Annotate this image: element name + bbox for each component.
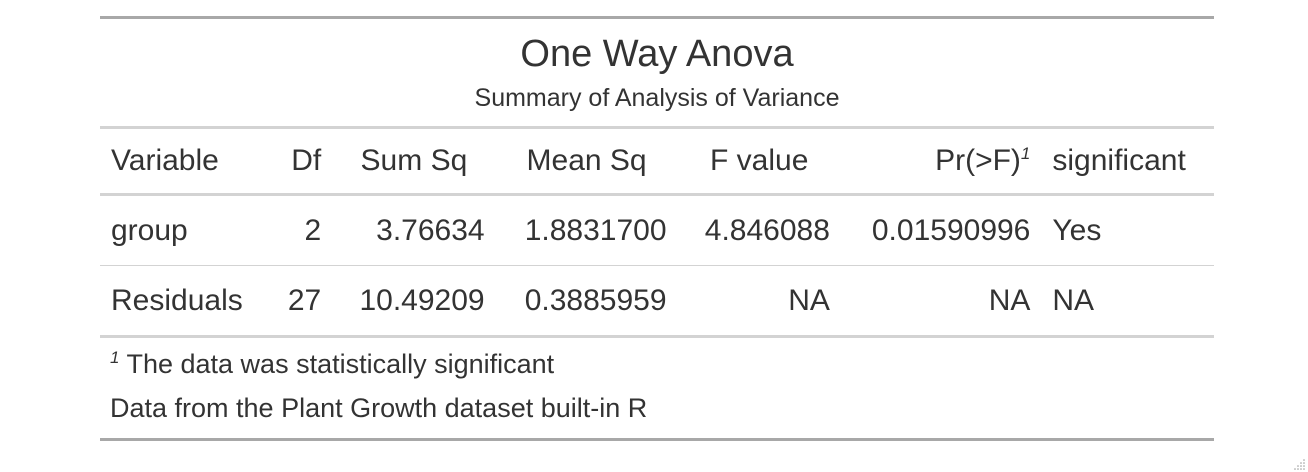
cell-df: 27 xyxy=(270,265,333,338)
cell-f-value: 4.846088 xyxy=(677,194,841,266)
resize-grip-icon[interactable] xyxy=(1292,456,1306,470)
column-header-row: Variable Df Sum Sq Mean Sq F value Pr(>F… xyxy=(100,129,1214,196)
cell-pr-f: 0.01590996 xyxy=(840,194,1042,266)
source-note: Data from the Plant Growth dataset built… xyxy=(110,393,648,423)
anova-results-table: Variable Df Sum Sq Mean Sq F value Pr(>F… xyxy=(100,129,1214,338)
footnote: 1 The data was statistically significant xyxy=(110,342,1204,386)
cell-sum-sq: 3.76634 xyxy=(332,194,496,266)
anova-table: One Way Anova Summary of Analysis of Var… xyxy=(100,16,1214,441)
column-header-f-value: F value xyxy=(677,129,841,196)
table-subtitle: Summary of Analysis of Variance xyxy=(474,84,840,112)
column-header-variable: Variable xyxy=(100,129,271,196)
column-header-pr-f: Pr(>F)1 xyxy=(840,129,1042,196)
footnote-text: The data was statistically significant xyxy=(126,349,555,379)
cell-significant: Yes xyxy=(1041,194,1214,266)
table-footnotes: 1 The data was statistically significant… xyxy=(100,338,1214,438)
footnote-marker: 1 xyxy=(110,348,120,367)
column-header-sum-sq: Sum Sq xyxy=(332,129,496,196)
cell-variable: group xyxy=(100,194,271,266)
cell-df: 2 xyxy=(270,194,333,266)
cell-mean-sq: 0.3885959 xyxy=(495,265,678,338)
table-header: One Way Anova Summary of Analysis of Var… xyxy=(100,19,1214,129)
column-header-mean-sq: Mean Sq xyxy=(495,129,678,196)
column-header-significant: significant xyxy=(1041,129,1214,196)
table-row: group 2 3.76634 1.8831700 4.846088 0.015… xyxy=(100,194,1214,266)
cell-variable: Residuals xyxy=(100,265,271,338)
table-title: One Way Anova xyxy=(520,33,794,75)
cell-significant: NA xyxy=(1041,265,1214,338)
cell-pr-f: NA xyxy=(840,265,1042,338)
cell-f-value: NA xyxy=(677,265,841,338)
cell-mean-sq: 1.8831700 xyxy=(495,194,678,266)
cell-sum-sq: 10.49209 xyxy=(332,265,496,338)
table-row: Residuals 27 10.49209 0.3885959 NA NA NA xyxy=(100,265,1214,338)
footnote-marker: 1 xyxy=(1020,144,1031,163)
column-header-pr-f-label: Pr(>F) xyxy=(935,144,1021,177)
column-header-df: Df xyxy=(270,129,333,196)
